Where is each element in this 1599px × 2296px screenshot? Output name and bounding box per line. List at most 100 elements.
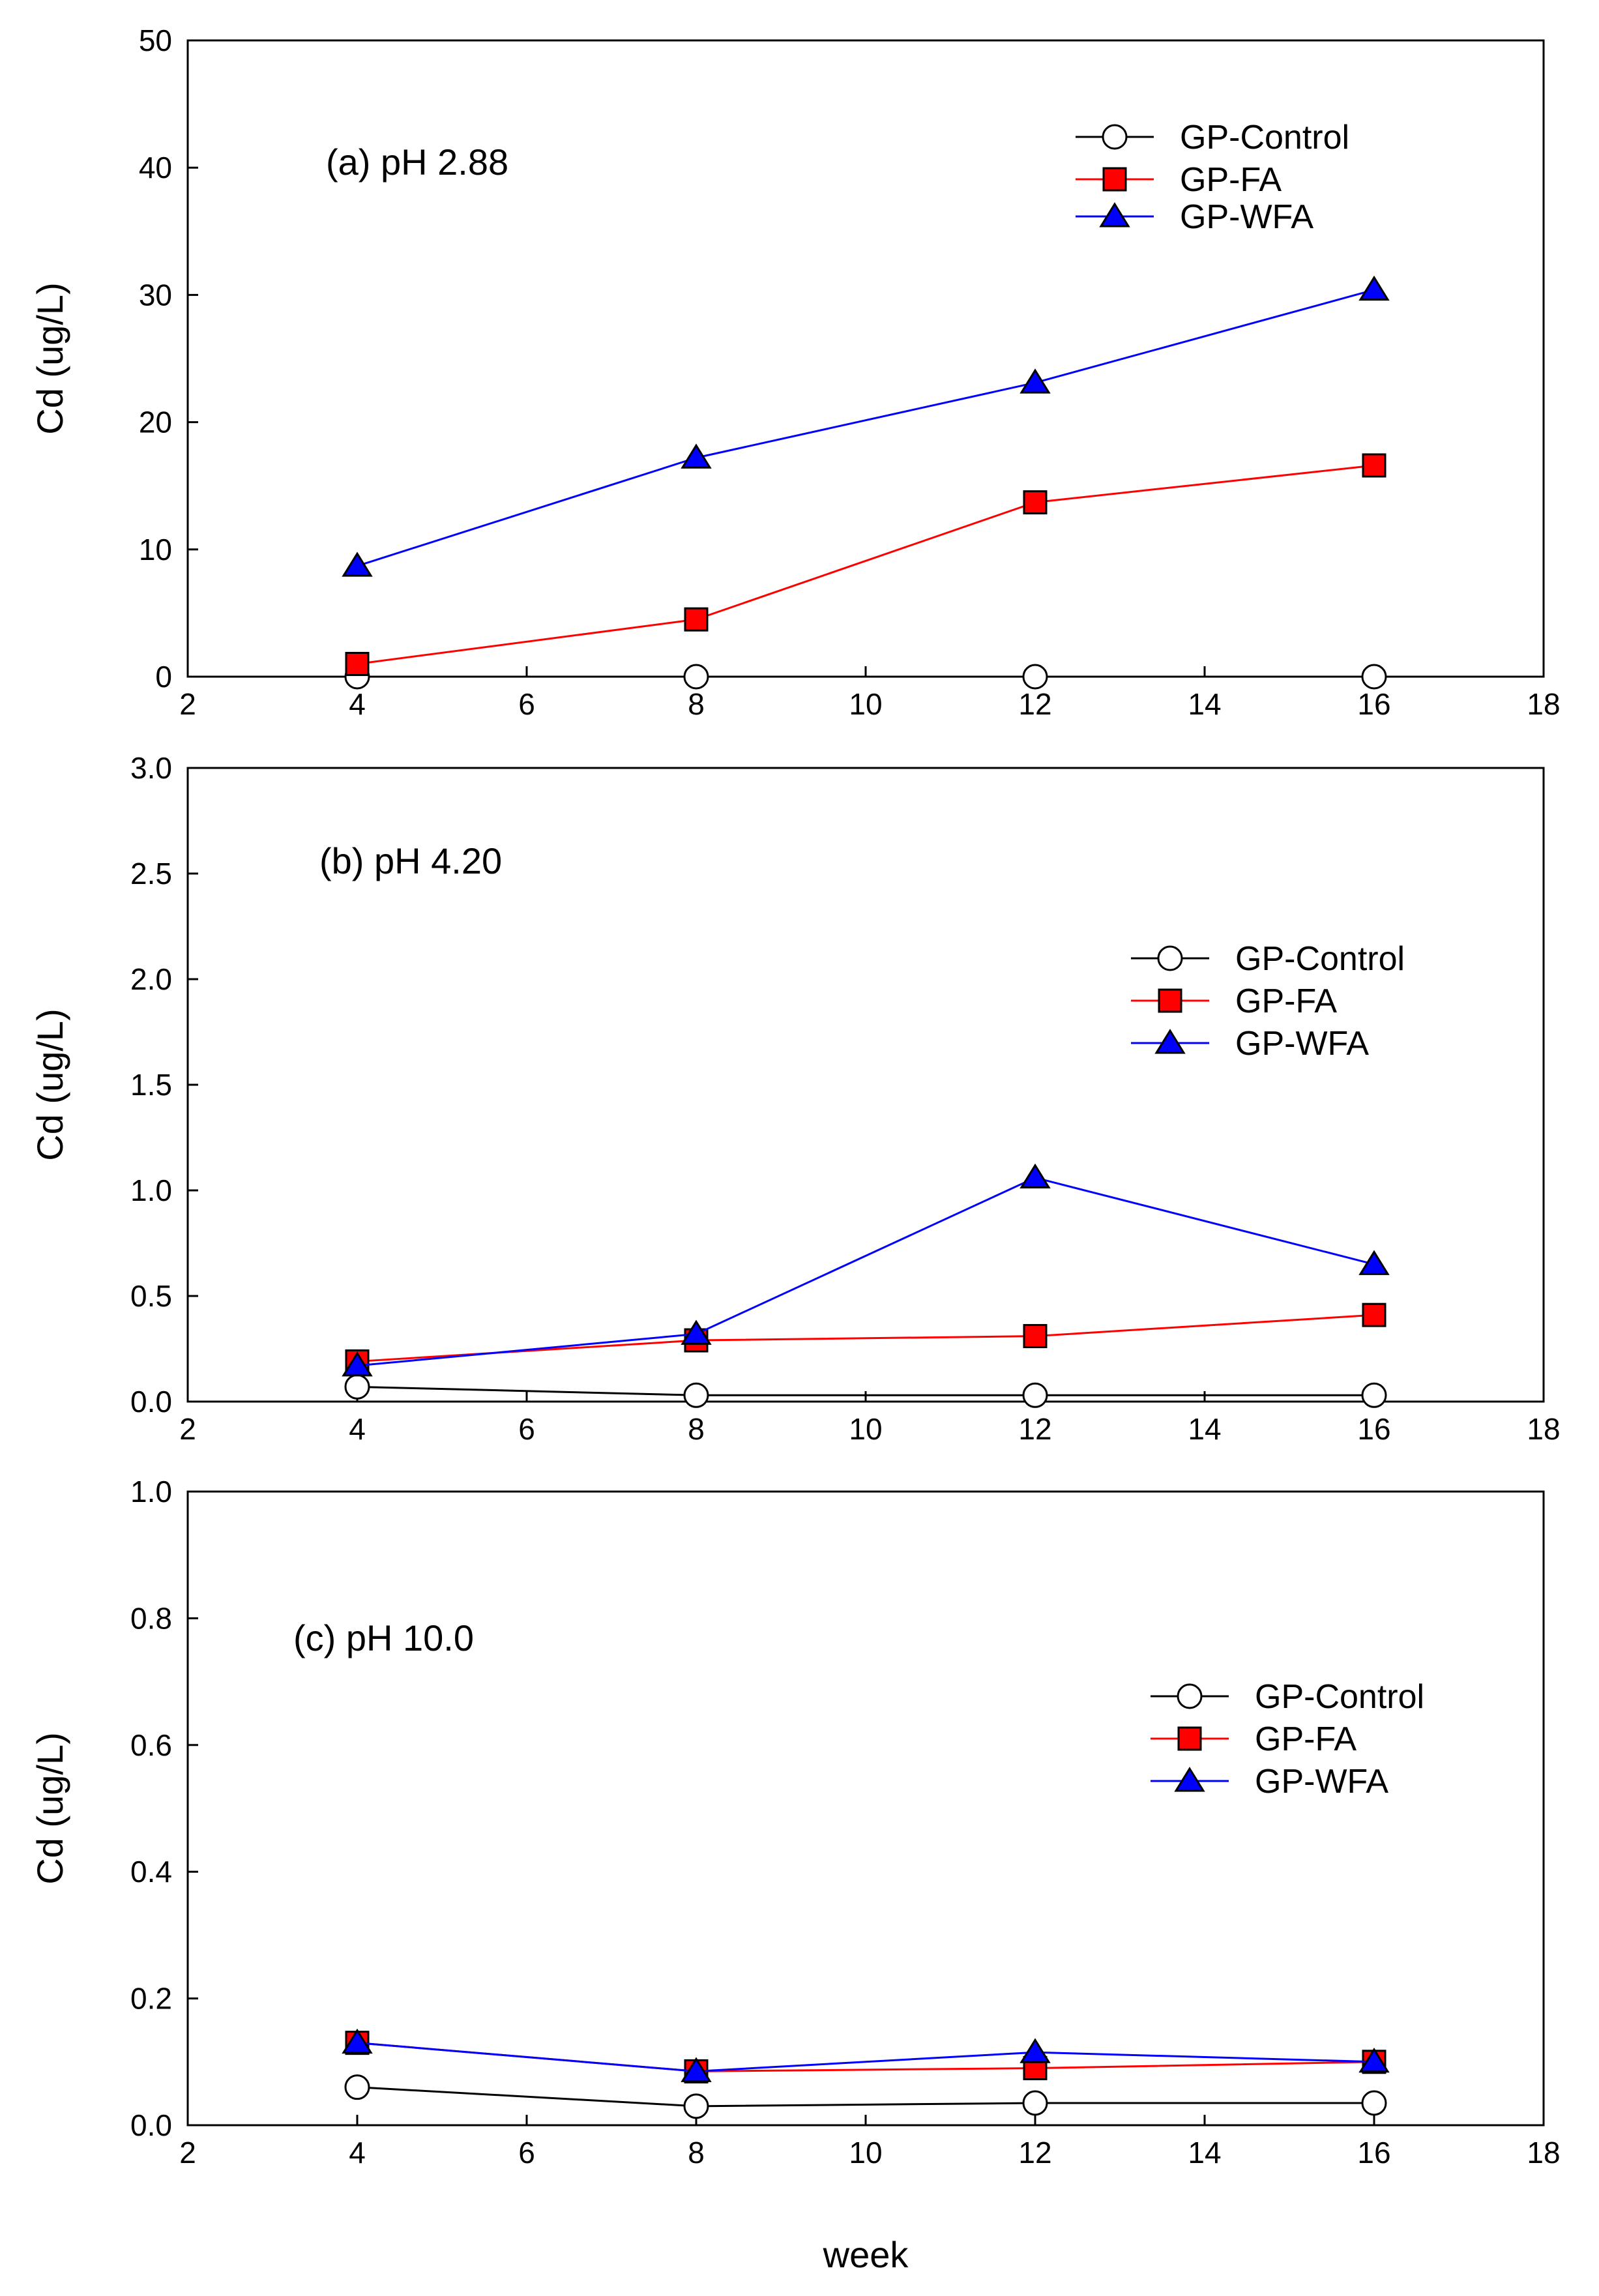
y-tick-label: 30 [139,278,172,312]
data-point-gp-fa [1362,453,1386,478]
data-point-gp-control [1022,2090,1048,2116]
y-tick-label: 0.4 [130,1855,172,1889]
x-tick-label: 6 [518,1412,535,1446]
x-tick-label: 4 [349,687,366,721]
data-point-gp-fa [1023,1324,1048,1349]
y-tick-label: 3.0 [130,751,172,785]
data-point-gp-control [683,2093,709,2119]
legend-marker-gp-fa [1158,988,1182,1013]
legend-marker-gp-control [1102,124,1128,150]
data-point-gp-control [1022,1382,1048,1408]
legend-marker-gp-control [1157,945,1183,971]
y-tick-label: 1.0 [130,1173,172,1207]
series-line-gp-fa [357,1314,1375,1362]
data-point-gp-control [683,1382,709,1408]
legend-label: GP-WFA [1235,1025,1369,1063]
series-line-gp-wfa [357,1176,1375,1367]
x-tick-label: 2 [179,687,196,721]
data-point-gp-wfa [342,1351,373,1377]
legend: GP-Control GP-FA GP-WFA [1131,940,1405,1063]
data-point-gp-wfa [1358,275,1390,301]
x-tick-label: 4 [349,2136,366,2170]
data-point-gp-wfa [342,2028,373,2054]
x-tick-label: 4 [349,1412,366,1446]
series-line-gp-wfa [357,2042,1375,2072]
legend-label: GP-Control [1180,119,1349,156]
data-point-gp-wfa [1020,368,1051,394]
x-tick-label: 12 [1018,687,1051,721]
x-tick-label: 10 [849,1412,882,1446]
series-line-gp-control [357,2086,1374,2108]
y-tick-label: 0.6 [130,1728,172,1762]
x-tick-label: 14 [1188,687,1221,721]
data-point-gp-wfa [1358,1250,1390,1275]
x-tick-label: 10 [849,2136,882,2170]
data-point-gp-control [1361,2090,1387,2116]
x-axis-title: week [823,2234,909,2275]
x-tick-label: 18 [1527,687,1560,721]
y-tick-label: 2.0 [130,962,172,996]
data-point-gp-wfa [1020,1163,1051,1189]
y-tick-label: 0.0 [130,1385,172,1419]
y-tick-label: 20 [139,405,172,439]
data-point-gp-control [344,2074,370,2100]
chart-panel-1: 2 4 6 8 10 12 14 16 18 0 10 20 30 40 50 Cd (ug/L) (a) pH… [29,23,1561,721]
legend-label: GP-Control [1235,940,1405,978]
data-point-gp-control [1361,1382,1387,1408]
y-tick-label: 0.5 [130,1279,172,1313]
series-line-gp-control [357,1385,1374,1396]
data-point-gp-wfa [681,2057,712,2082]
x-tick-label: 6 [518,2136,535,2170]
legend-marker-gp-wfa [1154,1029,1186,1054]
legend-marker-gp-wfa [1174,1767,1205,1792]
legend-label: GP-WFA [1180,198,1313,236]
y-tick-label: 50 [139,23,172,57]
legend-marker-gp-fa [1102,167,1127,192]
legend-label: GP-FA [1255,1720,1357,1758]
x-tick-label: 2 [179,1412,196,1446]
y-tick-label: 0 [155,660,172,694]
y-tick-label: 1.0 [130,1475,172,1509]
x-tick-label: 6 [518,687,535,721]
legend-marker-gp-control [1177,1683,1203,1709]
x-tick-label: 10 [849,687,882,721]
data-point-gp-wfa [681,443,712,469]
panel-annotation: (c) pH 10.0 [293,1617,474,1658]
chart-panel-2: 2 4 6 8 10 12 14 16 18 0.0 0.5 1.0 1.5 2.0 2.5 3.0 Cd (u… [29,751,1561,1446]
legend-label: GP-FA [1180,161,1282,199]
data-point-gp-control [1022,664,1048,690]
x-tick-label: 12 [1018,2136,1051,2170]
data-point-gp-control [344,1374,370,1400]
legend-label: GP-FA [1235,982,1337,1020]
y-tick-label: 0.0 [130,2108,172,2142]
data-point-gp-wfa [1358,2047,1390,2073]
x-tick-label: 16 [1357,2136,1390,2170]
plot-frame [186,1490,1545,2127]
panel-annotation: (a) pH 2.88 [326,141,508,183]
y-axis-title: Cd (ug/L) [29,282,70,434]
x-tick-label: 16 [1357,687,1390,721]
y-tick-label: 0.8 [130,1601,172,1635]
data-point-gp-wfa [342,552,373,577]
data-point-gp-control [683,664,709,690]
chart-panel-3: 2 4 6 8 10 12 14 16 18 0.0 0.2 0.4 0.6 0.8 1.0 Cd (ug/L… [29,1475,1561,2170]
x-tick-label: 8 [688,687,705,721]
x-tick-label: 14 [1188,2136,1221,2170]
series-line-gp-wfa [357,289,1375,567]
y-tick-label: 0.2 [130,1982,172,2016]
y-axis-title: Cd (ug/L) [29,1732,70,1884]
data-point-gp-fa [684,607,709,632]
x-tick-label: 8 [688,2136,705,2170]
x-tick-label: 18 [1527,2136,1560,2170]
x-tick-label: 8 [688,1412,705,1446]
legend-marker-gp-fa [1177,1726,1202,1751]
data-point-gp-fa [1362,1303,1386,1327]
x-tick-label: 14 [1188,1412,1221,1446]
data-point-gp-wfa [681,1319,712,1345]
data-point-gp-wfa [1020,2038,1051,2063]
legend-marker-gp-wfa [1099,202,1130,228]
legend-label: GP-WFA [1255,1763,1388,1801]
